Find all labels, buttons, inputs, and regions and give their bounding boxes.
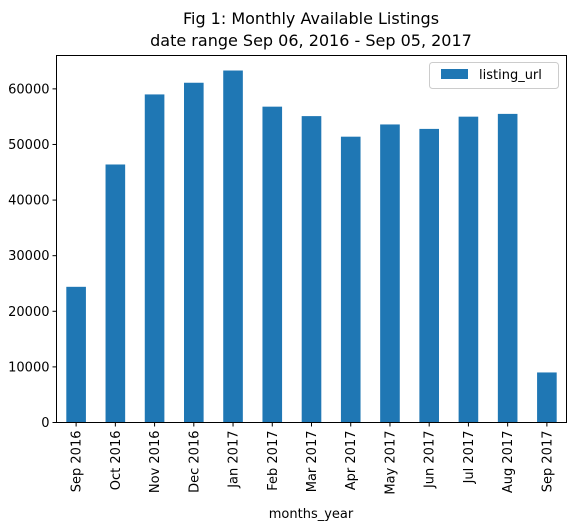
x-tick-label: May 2017: [383, 431, 398, 495]
x-axis: Sep 2016 Oct 2016 Nov 2016 Dec 2016 Jan 2017…: [70, 422, 555, 495]
bar: [223, 70, 243, 423]
bar: [380, 124, 400, 423]
bar: [419, 128, 439, 423]
bar: [340, 136, 361, 423]
x-tick-label: Sep 2016: [70, 431, 85, 493]
y-tick-label: 10000: [8, 360, 49, 375]
bar: [497, 113, 518, 423]
x-tick-label: Jan 2017: [227, 431, 242, 489]
bar: [144, 94, 165, 423]
x-tick-label: Sep 2017: [540, 431, 555, 493]
bar: [301, 116, 322, 423]
y-axis: 0 10000 20000 30000 40000 50000 60000: [8, 82, 57, 431]
legend: listing_url: [429, 62, 559, 89]
bar: [262, 106, 283, 423]
bar: [184, 82, 204, 423]
y-tick-label: 60000: [8, 82, 49, 97]
x-tick-label: Apr 2017: [344, 431, 359, 491]
x-tick-label: Aug 2017: [501, 431, 516, 494]
x-tick-label: Jul 2017: [462, 431, 477, 485]
y-tick-label: 50000: [8, 138, 49, 153]
chart-subtitle: date range Sep 06, 2016 - Sep 05, 2017: [150, 31, 472, 50]
bar: [458, 116, 479, 423]
x-tick-label: Jun 2017: [423, 431, 438, 490]
x-axis-label: months_year: [269, 507, 354, 522]
x-tick-label: Nov 2016: [148, 431, 163, 494]
bar: [537, 372, 557, 423]
x-tick-label: Mar 2017: [305, 431, 320, 493]
chart-title: Fig 1: Monthly Available Listings: [183, 9, 439, 28]
bars-group: [66, 70, 557, 423]
legend-swatch: [441, 69, 468, 79]
x-tick-label: Dec 2016: [187, 431, 202, 493]
x-tick-label: Oct 2016: [109, 431, 124, 491]
y-tick-label: 0: [41, 416, 49, 431]
y-tick-label: 30000: [8, 249, 49, 264]
y-tick-label: 40000: [8, 194, 49, 209]
bar: [105, 164, 126, 423]
bar: [66, 286, 86, 423]
legend-label: listing_url: [479, 68, 542, 83]
plot-frame: [56, 55, 567, 423]
y-tick-label: 20000: [8, 305, 49, 320]
x-tick-label: Feb 2017: [266, 431, 281, 491]
